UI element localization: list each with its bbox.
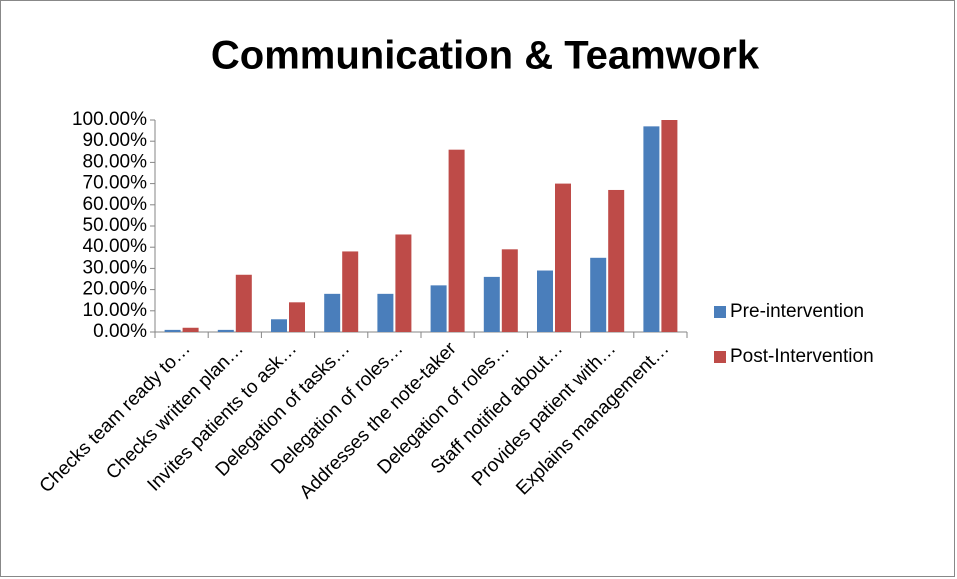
y-tick-label: 90.00% (83, 130, 148, 151)
bar (182, 327, 199, 332)
y-tick-label: 50.00% (83, 215, 148, 236)
bar (537, 270, 553, 332)
y-tick-label: 30.00% (83, 257, 148, 278)
y-tick-label: 100.00% (72, 109, 147, 130)
bar (217, 329, 234, 332)
bar (643, 126, 660, 332)
bar (661, 120, 678, 332)
bar (377, 293, 394, 332)
bar (483, 276, 500, 332)
chart-title: Communication & Teamwork (211, 34, 760, 78)
y-tick-label: 40.00% (83, 236, 148, 257)
legend-swatch (714, 306, 726, 318)
bar (501, 249, 518, 332)
bar (324, 293, 341, 332)
y-tick-label: 60.00% (83, 194, 148, 215)
bar (289, 302, 305, 332)
y-tick-label: 70.00% (83, 173, 148, 194)
legend-swatch (714, 351, 726, 363)
bar (448, 149, 465, 332)
bar (608, 189, 625, 332)
bar (164, 329, 181, 332)
bar (430, 285, 447, 332)
y-tick-label: 10.00% (83, 300, 148, 321)
bar (395, 234, 412, 332)
bar (271, 319, 287, 332)
y-tick-label: 20.00% (83, 279, 148, 300)
y-tick-label: 0.00% (93, 321, 147, 342)
bar (590, 257, 607, 332)
y-tick-label: 80.00% (83, 151, 148, 172)
legend-label: Pre-intervention (730, 301, 864, 322)
bar (342, 251, 359, 332)
bar (235, 274, 252, 332)
legend-label: Post-Intervention (730, 346, 874, 367)
bar (555, 183, 571, 332)
